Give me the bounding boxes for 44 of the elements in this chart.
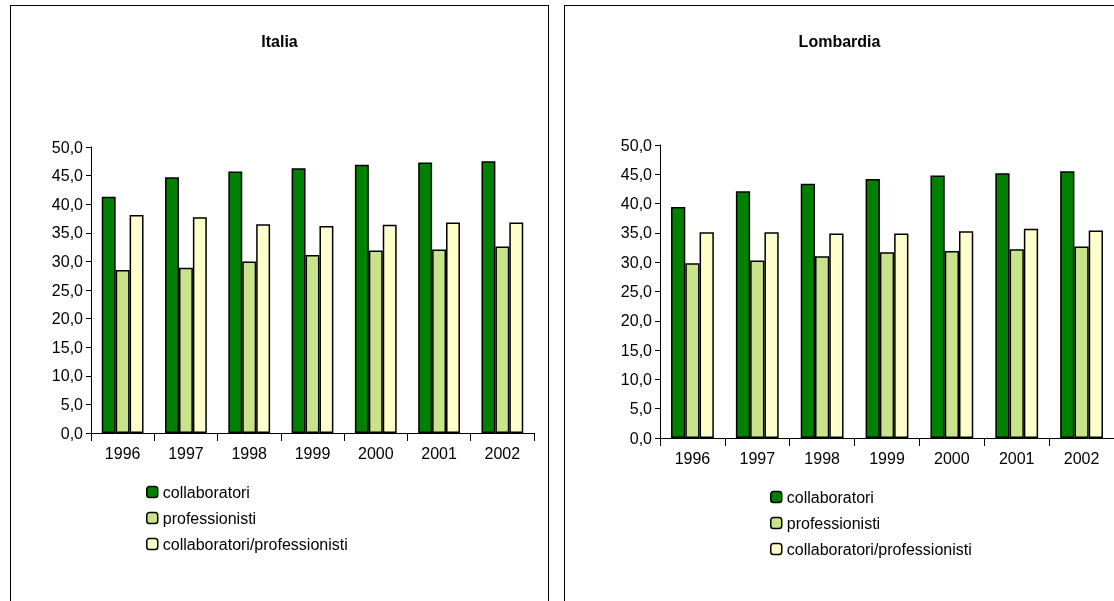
x-tick-label: 2000 <box>357 444 394 462</box>
chart-title: Italia <box>261 32 298 50</box>
x-tick-label: 2001 <box>421 444 457 462</box>
y-tick-label: 0,0 <box>60 424 84 442</box>
y-tick-label: 5,0 <box>629 400 653 418</box>
y-tick-label: 20,0 <box>51 310 84 328</box>
y-tick-label: 10,0 <box>51 367 84 385</box>
y-tick-label: 15,0 <box>51 338 84 356</box>
y-tick-label: 25,0 <box>51 281 84 299</box>
x-tick-label: 1996 <box>104 444 141 462</box>
legend-label: professionisti <box>786 514 881 532</box>
x-tick-label: 1998 <box>231 444 268 462</box>
y-tick-label: 45,0 <box>620 165 653 183</box>
y-tick-label: 25,0 <box>620 283 653 300</box>
y-tick-label: 35,0 <box>620 224 653 242</box>
y-tick-label: 20,0 <box>620 312 653 330</box>
x-tick-label: 1999 <box>869 449 905 467</box>
legend-label: collaboratori <box>786 488 874 506</box>
legend-label: collaboratori/professionisti <box>786 540 972 558</box>
y-tick-label: 50,0 <box>620 136 653 154</box>
x-tick-label: 1998 <box>804 449 841 467</box>
x-tick-label: 2001 <box>998 449 1035 467</box>
y-tick-label: 5,0 <box>60 395 84 413</box>
x-tick-label: 2002 <box>1063 449 1100 467</box>
x-tick-label: 2000 <box>934 449 970 467</box>
chart-title: Lombardia <box>798 32 881 50</box>
y-tick-label: 35,0 <box>51 224 84 242</box>
y-tick-label: 0,0 <box>629 429 653 447</box>
x-tick-label: 1997 <box>168 444 204 462</box>
x-tick-label: 2002 <box>484 444 521 462</box>
y-tick-label: 40,0 <box>51 195 84 213</box>
x-tick-label: 1996 <box>674 449 711 467</box>
y-tick-label: 45,0 <box>51 167 84 185</box>
x-tick-label: 1999 <box>294 444 331 462</box>
y-tick-label: 30,0 <box>51 252 84 270</box>
x-tick-label: 1997 <box>739 449 776 467</box>
y-tick-label: 10,0 <box>620 370 653 388</box>
y-tick-label: 50,0 <box>51 138 84 156</box>
legend-label: professionisti <box>162 509 257 527</box>
y-tick-label: 30,0 <box>620 253 653 271</box>
legend-label: collaboratori/professionisti <box>162 535 348 553</box>
y-tick-label: 15,0 <box>620 341 653 359</box>
y-tick-label: 40,0 <box>620 195 653 213</box>
legend-label: collaboratori <box>162 483 250 501</box>
